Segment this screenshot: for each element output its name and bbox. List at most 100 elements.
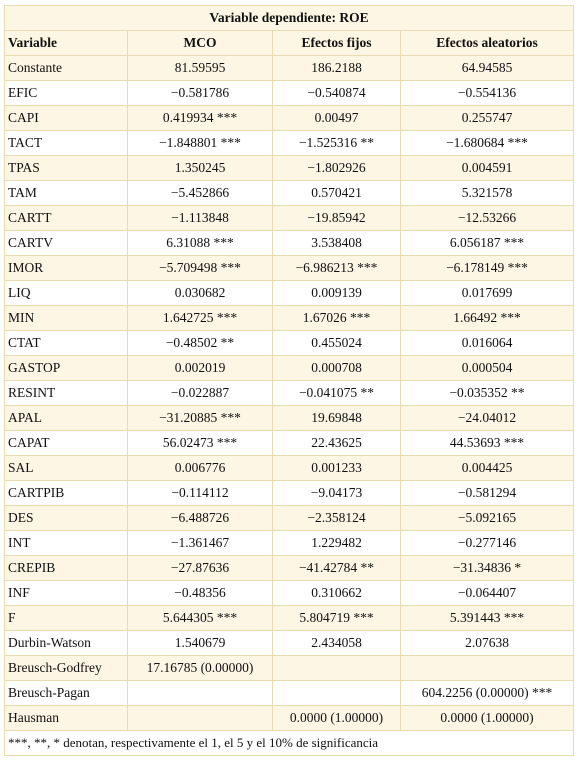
value-cell: 0.030682 [127, 280, 273, 306]
value-cell: 1.350245 [127, 155, 273, 181]
table-body: Constante 81.59595 186.2188 64.94585 EFIC −0.… [4, 55, 575, 731]
value-cell: −27.87636 [127, 555, 273, 581]
value-cell: 3.538408 [272, 230, 401, 256]
value-cell: 0.004591 [399, 155, 575, 181]
variable-cell: CTAT [4, 330, 128, 356]
variable-cell: MIN [4, 305, 128, 331]
table-row: EFIC −0.581786 −0.540874 −0.554136 [4, 80, 575, 106]
header-cell: MCO [127, 30, 273, 56]
value-cell: 0.255747 [399, 105, 575, 131]
value-cell: −0.48356 [127, 580, 273, 606]
value-cell: −1.848801 *** [127, 130, 273, 156]
value-cell: 2.07638 [399, 630, 575, 656]
value-cell: −0.581786 [127, 80, 273, 106]
value-cell: 5.321578 [399, 180, 575, 206]
footnote-row: ***, **, * denotan, respectivamente el 1… [3, 730, 575, 756]
value-cell: 0.002019 [127, 355, 273, 381]
value-cell: 5.804719 *** [272, 605, 401, 631]
variable-cell: INT [4, 530, 128, 556]
title-row: Variable dependiente: ROE [3, 5, 575, 31]
value-cell [127, 705, 273, 731]
table-row: GASTOP 0.002019 0.000708 0.000504 [4, 355, 575, 381]
value-cell: −0.581294 [399, 480, 575, 506]
variable-cell: Breusch-Godfrey [4, 655, 128, 681]
value-cell: −1.680684 *** [399, 130, 575, 156]
table-row: CAPI 0.419934 *** 0.00497 0.255747 [4, 105, 575, 131]
value-cell: −1.361467 [127, 530, 273, 556]
value-cell: 0.0000 (1.00000) [272, 705, 401, 731]
variable-cell: CARTPIB [4, 480, 128, 506]
table-row: DES −6.488726 −2.358124 −5.092165 [4, 505, 575, 531]
value-cell: −0.114112 [127, 480, 273, 506]
variable-cell: TAM [4, 180, 128, 206]
value-cell: 6.31088 *** [127, 230, 273, 256]
table-row: INF −0.48356 0.310662 −0.064407 [4, 580, 575, 606]
value-cell: 0.310662 [272, 580, 401, 606]
value-cell: 0.017699 [399, 280, 575, 306]
value-cell: −1.802926 [272, 155, 401, 181]
table-row: LIQ 0.030682 0.009139 0.017699 [4, 280, 575, 306]
variable-cell: RESINT [4, 380, 128, 406]
value-cell: −0.554136 [399, 80, 575, 106]
value-cell: 0.001233 [272, 455, 401, 481]
table-row: CARTPIB −0.114112 −9.04173 −0.581294 [4, 480, 575, 506]
table-row: TACT −1.848801 *** −1.525316 ** −1.680684 *… [4, 130, 575, 156]
value-cell: −6.986213 *** [272, 255, 401, 281]
value-cell [127, 680, 273, 706]
table-row: TAM −5.452866 0.570421 5.321578 [4, 180, 575, 206]
table-row: CREPIB −27.87636 −41.42784 ** −31.34836 * [4, 555, 575, 581]
value-cell: −5.709498 *** [127, 255, 273, 281]
value-cell: 56.02473 *** [127, 430, 273, 456]
value-cell: 0.0000 (1.00000) [399, 705, 575, 731]
value-cell: −0.022887 [127, 380, 273, 406]
value-cell: −6.178149 *** [399, 255, 575, 281]
variable-cell: CREPIB [4, 555, 128, 581]
value-cell: 19.69848 [272, 405, 401, 431]
value-cell: −31.34836 * [399, 555, 575, 581]
value-cell: −24.04012 [399, 405, 575, 431]
variable-cell: Hausman [4, 705, 128, 731]
table-row: TPAS 1.350245 −1.802926 0.004591 [4, 155, 575, 181]
variable-cell: Durbin-Watson [4, 630, 128, 656]
value-cell: 0.004425 [399, 455, 575, 481]
variable-cell: CAPAT [4, 430, 128, 456]
value-cell: −0.277146 [399, 530, 575, 556]
value-cell: 1.229482 [272, 530, 401, 556]
table-row: CARTV 6.31088 *** 3.538408 6.056187 *** [4, 230, 575, 256]
header-cell: Efectos aleatorios [399, 30, 575, 56]
value-cell [272, 655, 401, 681]
value-cell: 0.570421 [272, 180, 401, 206]
table-row: Hausman 0.0000 (1.00000) 0.0000 (1.00000) [4, 705, 575, 731]
value-cell: 5.391443 *** [399, 605, 575, 631]
variable-cell: TPAS [4, 155, 128, 181]
variable-cell: GASTOP [4, 355, 128, 381]
variable-cell: CARTV [4, 230, 128, 256]
table-row: INT −1.361467 1.229482 −0.277146 [4, 530, 575, 556]
value-cell: 6.056187 *** [399, 230, 575, 256]
value-cell: −1.113848 [127, 205, 273, 231]
value-cell: 0.000504 [399, 355, 575, 381]
value-cell: −31.20885 *** [127, 405, 273, 431]
value-cell: 64.94585 [399, 55, 575, 81]
value-cell: 604.2256 (0.00000) *** [399, 680, 575, 706]
variable-cell: Breusch-Pagan [4, 680, 128, 706]
variable-cell: Constante [4, 55, 128, 81]
value-cell: −12.53266 [399, 205, 575, 231]
value-cell: −6.488726 [127, 505, 273, 531]
table-row: MIN 1.642725 *** 1.67026 *** 1.66492 *** [4, 305, 575, 331]
value-cell [272, 680, 401, 706]
value-cell: 1.540679 [127, 630, 273, 656]
table-row: Durbin-Watson 1.540679 2.434058 2.07638 [4, 630, 575, 656]
header-cell: Variable [4, 30, 128, 56]
value-cell: 5.644305 *** [127, 605, 273, 631]
value-cell: 1.642725 *** [127, 305, 273, 331]
table-row: APAL −31.20885 *** 19.69848 −24.04012 [4, 405, 575, 431]
value-cell: −19.85942 [272, 205, 401, 231]
value-cell: −41.42784 ** [272, 555, 401, 581]
table-row: RESINT −0.022887 −0.041075 ** −0.035352 ** [4, 380, 575, 406]
value-cell: 81.59595 [127, 55, 273, 81]
value-cell: −0.035352 ** [399, 380, 575, 406]
variable-cell: SAL [4, 455, 128, 481]
value-cell: 22.43625 [272, 430, 401, 456]
